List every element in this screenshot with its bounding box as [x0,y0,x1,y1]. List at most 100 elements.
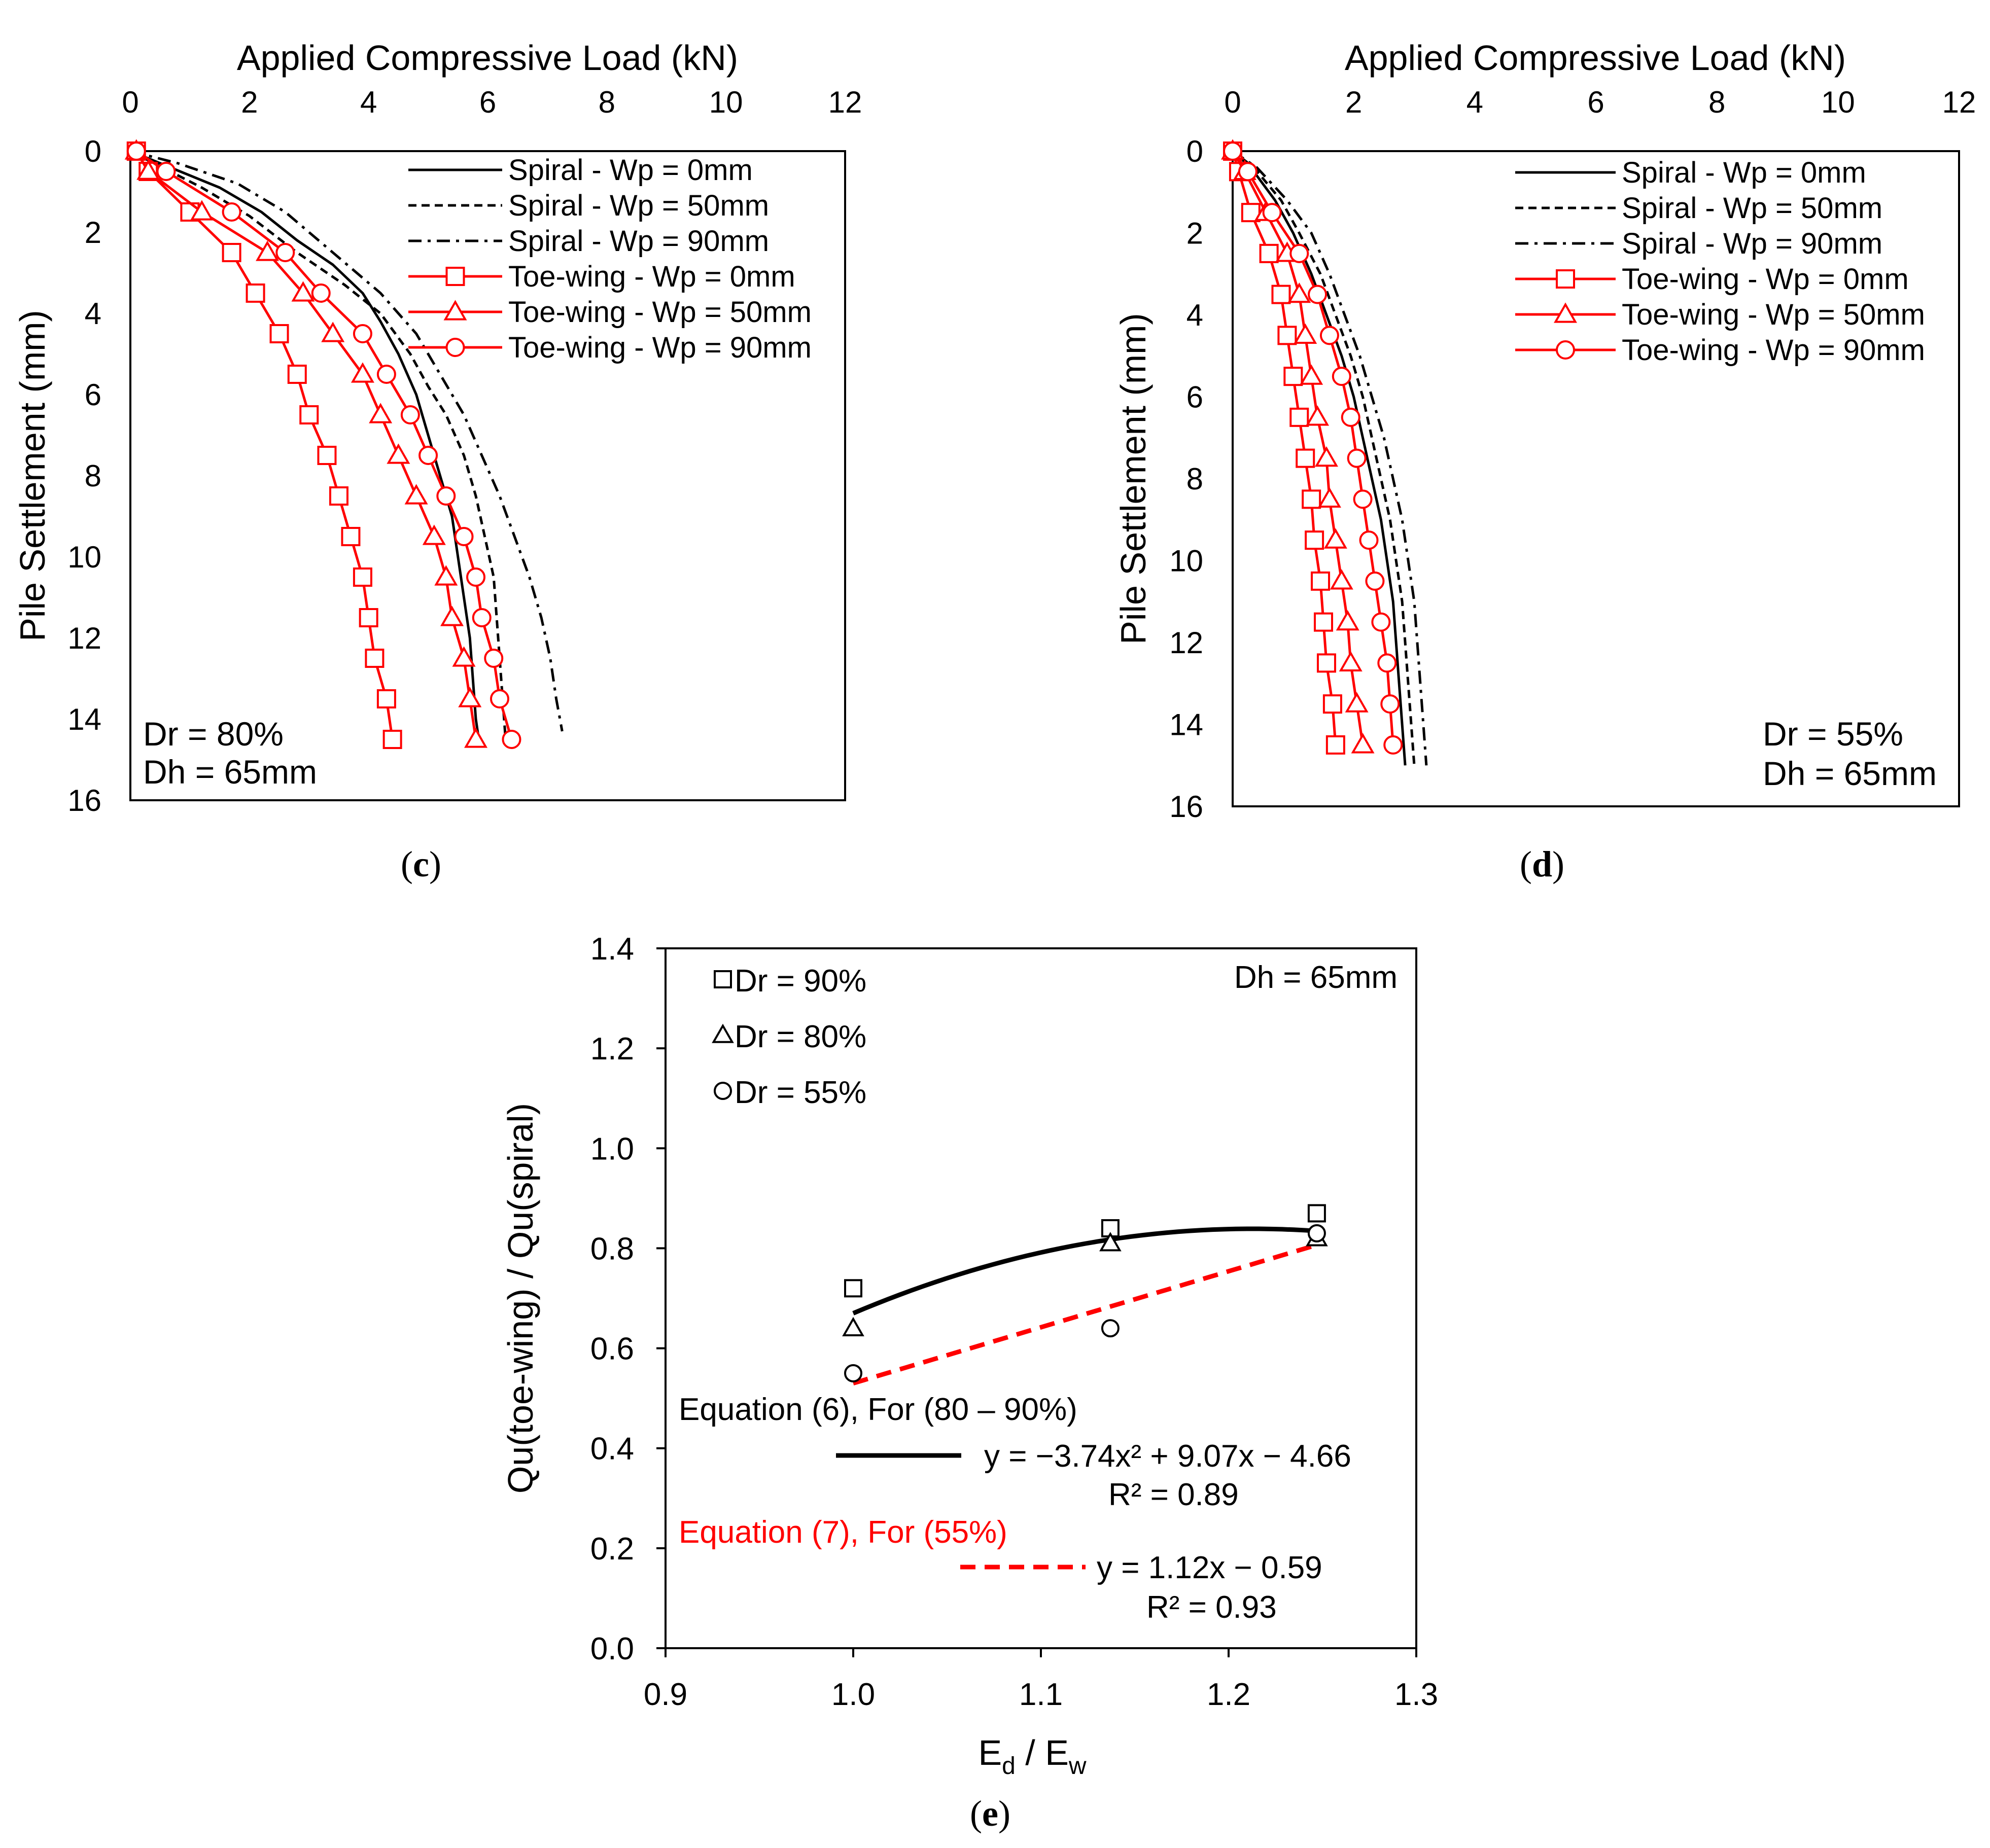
data-point [190,200,214,221]
y-tick-label: 1.2 [590,1032,634,1067]
data-point [404,484,428,505]
data-point [1241,203,1261,223]
y-tick-label: 4 [1186,298,1203,332]
data-point [1311,571,1331,591]
legend-label: Spiral - Wp = 50mm [1622,192,1882,225]
x-tick-label: 0 [122,85,138,119]
data-point [490,689,509,708]
data-point [1238,162,1258,182]
annotation-dr: Dr = 80% [143,715,284,753]
data-point [353,324,372,343]
data-point [1259,243,1279,263]
data-point [1383,735,1403,755]
data-point [1307,1224,1326,1242]
data-point [222,243,241,262]
y-tick-label: 0.4 [590,1432,634,1467]
series-line [1232,150,1428,766]
panel-e: 0.9 1.0 1.1 1.2 1.3 0.0 0.2 0.4 0.6 0.8 1.0 1.2 1.4… [501,932,1438,1834]
series-layer [842,1204,1328,1382]
data-point [1314,612,1333,632]
y-tick-label: 0.0 [590,1631,634,1666]
y-axis-label: Qu(toe-wing) / Qu(spiral) [501,1103,540,1494]
legend: Dr = 90% Dr = 80% Dr = 55% [712,964,866,1110]
series-line [135,150,513,740]
data-point [1365,571,1385,591]
data-point [317,446,337,465]
x-tick-label: 1.1 [1019,1677,1063,1712]
y-tick-labels: 0 2 4 6 8 10 12 14 16 [67,134,101,818]
x-label-e: E [978,1733,1002,1772]
data-point [1305,530,1324,550]
data-point [1347,448,1367,468]
y-axis-label: Pile Settlement (mm) [13,310,52,641]
data-point [1345,692,1369,713]
annotation-dh: Dh = 65mm [143,753,317,791]
data-point [1322,694,1342,714]
x-axis-label: Ed / Ew [978,1733,1086,1780]
x-tick-label: 8 [1708,85,1725,119]
data-point [1319,326,1339,345]
data-point [156,162,176,181]
data-point [452,646,476,667]
y-tick-label: 14 [67,702,101,736]
caption-letter: e [982,1793,998,1834]
data-point [434,565,458,586]
data-point [844,1279,862,1298]
x-tick-label: 10 [1821,85,1855,119]
data-point [458,687,482,707]
data-point [126,141,146,161]
x-label-mid: / E [1016,1733,1069,1772]
data-point [1289,407,1309,427]
data-point [329,486,348,506]
data-point [1099,1232,1122,1252]
series-line [130,150,480,740]
x-tick-label: 8 [599,85,615,119]
data-point [311,283,331,303]
data-point [387,443,410,464]
y-tick-label: 8 [85,459,101,493]
x-tick-label: 1.2 [1207,1677,1250,1712]
legend-label: Toe-wing - Wp = 0mm [508,260,795,293]
data-point [1336,610,1359,631]
data-point [1277,326,1297,345]
legend-swatch-marker [714,1082,732,1100]
panel-c: 0 2 4 6 8 10 12 0 2 4 6 8 10 12 14 16 Applied Compress… [13,38,862,884]
data-point [1289,243,1309,263]
data-point [275,243,295,262]
y-tick-label: 16 [1169,790,1203,824]
data-point [1308,285,1328,304]
series-line [1231,151,1337,745]
x-tick-label: 12 [828,85,862,119]
x-tick-label: 4 [360,85,377,119]
data-point [454,527,474,546]
equation-7-r2: R² = 0.93 [1146,1590,1277,1625]
y-axis-label: Pile Settlement (mm) [1113,313,1153,644]
data-point [353,567,372,587]
y-tick-label: 16 [67,784,101,818]
data-point [464,727,488,748]
y-tick-label: 0.8 [590,1231,634,1266]
plot-frame [129,150,846,801]
x-tick-label: 6 [479,85,496,119]
data-point [1380,694,1400,714]
x-label-sub-d: d [1002,1753,1016,1780]
legend-label: Spiral - Wp = 90mm [508,225,769,258]
y-tick-label: 10 [67,540,101,574]
legend-swatch-marker [712,1023,734,1043]
fit-line [852,1226,1317,1316]
x-tick-labels: 0.9 1.0 1.1 1.2 1.3 [644,1648,1438,1712]
x-tick-label: 4 [1467,85,1483,119]
panel-caption: (e) [970,1793,1010,1834]
data-point [1371,612,1391,632]
data-point [1377,653,1397,673]
panel-d: 0 2 4 6 8 10 12 0 2 4 6 8 10 12 14 16 Applied Compress… [1113,38,1976,884]
data-point [842,1317,864,1336]
y-tick-label: 0.6 [590,1332,634,1367]
series-line [1232,150,1416,766]
x-tick-label: 1.0 [831,1677,875,1712]
annotation-dh: Dh = 65mm [1234,960,1398,995]
x-tick-label: 10 [709,85,743,119]
x-tick-label: 6 [1587,85,1604,119]
y-tick-label: 1.4 [590,932,634,967]
